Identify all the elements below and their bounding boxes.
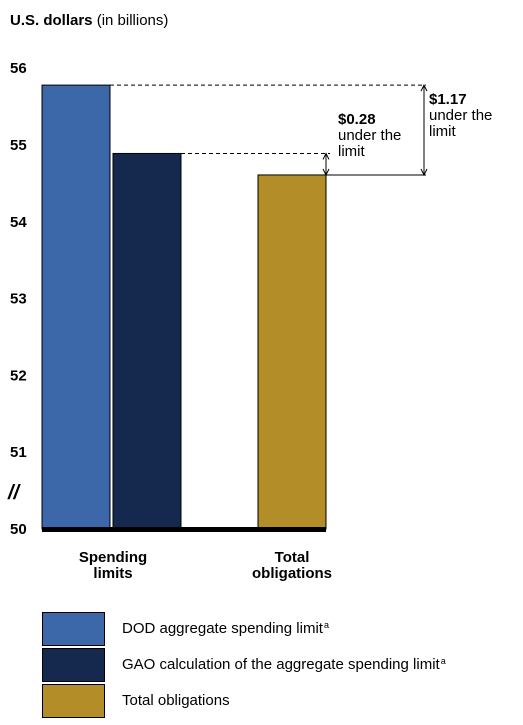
- annotation-0-28-line2: limit: [338, 143, 365, 160]
- annotation-1-17-line2: limit: [429, 123, 456, 140]
- arrow-gap-gao-head-down: [322, 168, 330, 177]
- category-label: Spending limits: [79, 549, 147, 582]
- y-tick-label: 54: [10, 214, 27, 231]
- axis-break-symbol: //: [7, 482, 22, 504]
- legend-label-dod: DOD aggregate spending limita: [122, 620, 329, 637]
- y-axis-title: U.S. dollars (in billions): [10, 12, 168, 29]
- chart: U.S. dollars (in billions) 50 51 52 53 54 55 5…: [7, 12, 492, 582]
- legend-label-obligations: Total obligations: [122, 692, 230, 709]
- legend-swatch-dod: [42, 612, 105, 646]
- legend-swatch-gao: [42, 648, 105, 682]
- arrow-gap-dod-head-down: [420, 168, 428, 177]
- y-tick-label: 50: [10, 521, 27, 538]
- bar-total-obligations: [257, 174, 327, 530]
- y-tick-label: 56: [10, 60, 27, 77]
- y-tick-label: 55: [10, 137, 27, 154]
- annotation-0-28-amount: $0.28: [338, 111, 376, 128]
- annotation-1-17-line1: under the: [429, 107, 492, 124]
- annotation-0-28-line1: under the: [338, 127, 401, 144]
- annotation-1-17-amount: $1.17: [429, 91, 467, 108]
- y-tick-label: 52: [10, 367, 27, 384]
- bar-dod-limit: [41, 84, 111, 530]
- bar-gao-limit: [112, 152, 182, 530]
- y-tick-label: 51: [10, 444, 27, 461]
- legend-label-gao: GAO calculation of the aggregate spendin…: [122, 656, 446, 673]
- arrow-gap-dod-head-up: [420, 83, 428, 92]
- category-label: Total obligations: [252, 549, 332, 582]
- arrow-gap-gao-head-up: [322, 152, 330, 160]
- y-tick-label: 53: [10, 291, 27, 308]
- x-axis-baseline: [42, 527, 326, 532]
- legend-swatch-obligations: [42, 684, 105, 718]
